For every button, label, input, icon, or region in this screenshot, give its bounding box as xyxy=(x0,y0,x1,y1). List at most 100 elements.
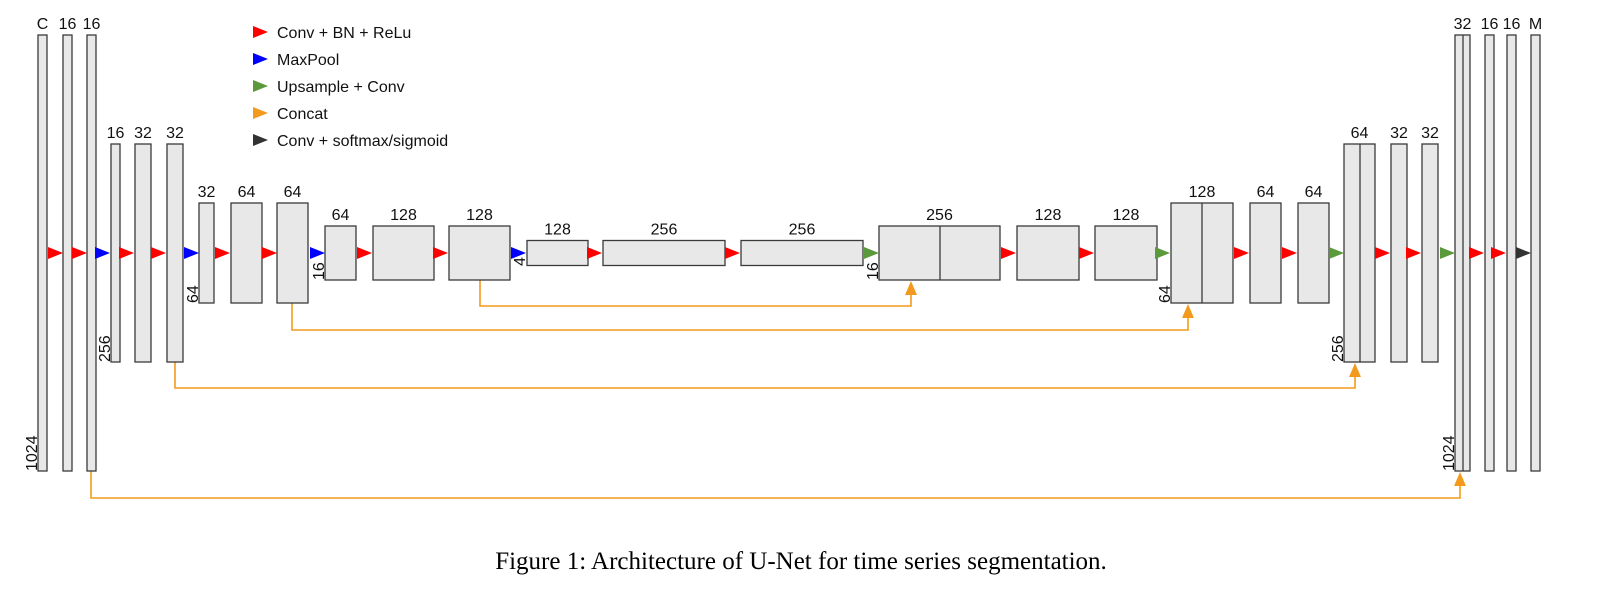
legend-arrow-icon xyxy=(253,107,268,119)
feature-map-block xyxy=(1249,202,1282,304)
upsample-conv-arrow xyxy=(864,247,879,259)
concat-connection xyxy=(90,471,1461,499)
channel-label: 32 xyxy=(134,125,152,142)
conv-bn-relu-arrow xyxy=(1001,247,1016,259)
length-label: 1024 xyxy=(24,435,41,471)
channel-label: M xyxy=(1529,16,1542,33)
feature-map-blocks xyxy=(37,34,1541,472)
conv-bn-relu-arrow xyxy=(1234,247,1249,259)
upsample-conv-arrow xyxy=(1329,247,1344,259)
conv-bn-relu-arrow xyxy=(1469,247,1484,259)
conv-bn-relu-arrow xyxy=(1406,247,1421,259)
legend-arrow-icon xyxy=(253,53,268,65)
legend-label: Conv + BN + ReLu xyxy=(277,25,411,42)
feature-map-block xyxy=(276,202,309,304)
feature-map-block xyxy=(230,202,263,304)
feature-map-block xyxy=(110,143,121,363)
legend-label: MaxPool xyxy=(277,52,339,69)
legend-arrow-icon xyxy=(253,26,268,38)
length-label: 256 xyxy=(97,335,114,362)
concat-arrowhead xyxy=(1454,472,1466,486)
conv-bn-relu-arrow xyxy=(725,247,740,259)
length-label: 16 xyxy=(865,262,882,280)
legend-label: Upsample + Conv xyxy=(277,79,405,96)
channel-label: 32 xyxy=(198,184,216,201)
legend-arrow-icon xyxy=(253,134,268,146)
maxpool-arrow xyxy=(511,247,526,259)
length-label: 256 xyxy=(1330,335,1347,362)
upsample-conv-arrow xyxy=(1155,247,1170,259)
length-label: 4 xyxy=(512,257,529,266)
feature-map-block xyxy=(134,143,152,363)
feature-map-block xyxy=(372,225,435,281)
conv-bn-relu-arrow xyxy=(215,247,230,259)
concat-arrowhead xyxy=(905,281,917,295)
channel-label: 64 xyxy=(1351,125,1369,142)
feature-map-block xyxy=(1016,225,1080,281)
channel-label: 16 xyxy=(1503,16,1521,33)
maxpool-arrow xyxy=(95,247,110,259)
conv-bn-relu-arrow xyxy=(433,247,448,259)
conv-bn-relu-arrow xyxy=(48,247,63,259)
channel-label: 128 xyxy=(390,207,417,224)
length-label: 64 xyxy=(1157,285,1174,303)
feature-map-block xyxy=(1094,225,1158,281)
length-label: 16 xyxy=(311,262,328,280)
channel-label: 128 xyxy=(1189,184,1216,201)
concat-arrowhead xyxy=(1182,304,1194,318)
channel-label: 64 xyxy=(238,184,256,201)
feature-map-block xyxy=(526,239,589,267)
legend: Conv + BN + ReLu MaxPool Upsample + Conv Co… xyxy=(253,25,448,150)
operation-arrows xyxy=(48,247,1531,259)
concat-connection xyxy=(291,303,1189,331)
channel-label: 64 xyxy=(284,184,302,201)
channel-label: 256 xyxy=(926,207,953,224)
feature-map-block xyxy=(166,143,184,363)
conv-bn-relu-arrow xyxy=(262,247,277,259)
conv-bn-relu-arrow xyxy=(119,247,134,259)
feature-map-block xyxy=(37,34,48,472)
legend-arrow-icon xyxy=(253,80,268,92)
conv-bn-relu-arrow xyxy=(357,247,372,259)
concat-arrowhead xyxy=(1349,363,1361,377)
channel-label: 64 xyxy=(1305,184,1323,201)
legend-label: Concat xyxy=(277,106,328,123)
conv-softmax-arrow xyxy=(1516,247,1531,259)
feature-map-block xyxy=(448,225,511,281)
conv-bn-relu-arrow xyxy=(587,247,602,259)
channel-label: 32 xyxy=(1454,16,1472,33)
feature-map-block xyxy=(86,34,97,472)
length-label: 1024 xyxy=(1441,435,1458,471)
feature-map-block xyxy=(1297,202,1330,304)
concat-connection xyxy=(479,280,912,307)
conv-bn-relu-arrow xyxy=(1375,247,1390,259)
channel-label: 64 xyxy=(1257,184,1275,201)
legend-label: Conv + softmax/sigmoid xyxy=(277,133,448,150)
concat-connection xyxy=(174,362,1356,389)
conv-bn-relu-arrow xyxy=(1079,247,1094,259)
channel-label: 256 xyxy=(651,222,678,239)
feature-map-block xyxy=(1530,34,1541,472)
maxpool-arrow xyxy=(184,247,199,259)
length-label: 64 xyxy=(185,285,202,303)
channel-label: 64 xyxy=(332,207,350,224)
feature-map-block xyxy=(1506,34,1517,472)
feature-map-block xyxy=(740,239,864,267)
conv-bn-relu-arrow xyxy=(1282,247,1297,259)
channel-label: 16 xyxy=(107,125,125,142)
feature-map-block xyxy=(602,239,726,267)
channel-label: 32 xyxy=(166,125,184,142)
feature-map-block xyxy=(1421,143,1439,363)
conv-bn-relu-arrow xyxy=(1491,247,1506,259)
channel-label: 16 xyxy=(83,16,101,33)
channel-label: 16 xyxy=(1481,16,1499,33)
channel-label: 128 xyxy=(1113,207,1140,224)
channel-label: 256 xyxy=(789,222,816,239)
maxpool-arrow xyxy=(310,247,325,259)
channel-label: 128 xyxy=(544,222,571,239)
channel-label: 32 xyxy=(1421,125,1439,142)
feature-map-block xyxy=(1390,143,1408,363)
channel-label: 128 xyxy=(1035,207,1062,224)
